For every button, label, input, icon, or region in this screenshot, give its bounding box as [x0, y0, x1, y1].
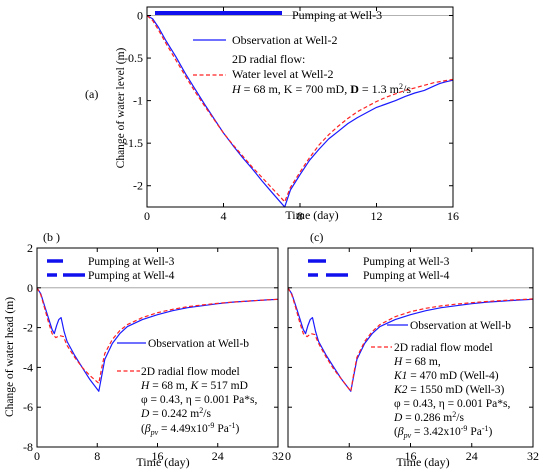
- p1-xtick-label: 8: [94, 449, 100, 463]
- panel-a: (a) Change of water level (m) Time (day)…: [85, 6, 459, 223]
- p1-series-observation-line: [36, 287, 279, 392]
- annotation-params-a: H = 68 m, K = 700 mD, D = 1.3 m2/s: [231, 82, 411, 96]
- panel-c-annotation-1: H = 68 m,: [393, 356, 441, 368]
- panel-c-annotation-5: D = 0.286 m2/s: [393, 410, 464, 424]
- p0-ytick-label: 0: [137, 9, 143, 23]
- p1-xtick-label: 0: [34, 449, 40, 463]
- panel-a-label: (a): [85, 87, 98, 101]
- p1-ytick-label: -2: [23, 321, 33, 335]
- panel-c: (c) Time (day) 0 8 16 24 32 Pumping at Well-…: [285, 230, 539, 469]
- p0-series-model-line: [146, 15, 454, 203]
- panel-c-annotation-3: K2 = 1550 mD (Well-3): [393, 384, 504, 396]
- p0-xtick-label: 12: [371, 209, 383, 223]
- p1-ytick-label: -4: [23, 360, 33, 374]
- panel-c-label: (c): [310, 230, 323, 244]
- p1-xtick-label: 32: [272, 449, 284, 463]
- p1-ytick-label: -8: [23, 440, 33, 454]
- panel-c-annotation-6: (βpv = 3.42x10-9 Pa-1): [394, 424, 492, 440]
- p2-xtick-label: 0: [285, 449, 291, 463]
- p1-ytick-label: -6: [23, 400, 33, 414]
- legend-observation-label: Observation at Well-2: [232, 33, 337, 47]
- panel-b: (b ) Change of water head (m) Time (day)…: [4, 230, 284, 469]
- panel-b-xlabel: Time (day): [136, 455, 189, 469]
- p0-ytick-label: -1.5: [124, 136, 143, 150]
- p0-xtick-label: 4: [221, 209, 227, 223]
- p0-ytick-label: -2: [133, 179, 143, 193]
- p1-xtick-label: 16: [152, 449, 164, 463]
- panel-c-annotation-2: K1 = 470 mD (Well-4): [393, 370, 499, 382]
- p2-xtick-label: 8: [346, 449, 352, 463]
- panel-c-xlabel: Time (day): [396, 455, 449, 469]
- p1-series-model-line: [36, 287, 279, 384]
- panel-c-legend-model-label: 2D radial flow model: [394, 342, 493, 354]
- panel-c-legend-observation-label: Observation at Well-b: [410, 320, 511, 332]
- panel-b-annotation-3: D = 0.242 m2/s: [140, 406, 211, 420]
- annotation-radial-flow: 2D radial flow:: [232, 52, 305, 66]
- panel-a-xlabel: Time (day): [285, 208, 338, 222]
- p2-xtick-label: 24: [466, 449, 478, 463]
- p2-xtick-label: 32: [527, 449, 539, 463]
- p1-ytick-label: 2: [27, 241, 33, 255]
- panel-b-pumping3-label: Pumping at Well-3: [88, 256, 175, 268]
- p1-ytick-label: 0: [27, 281, 33, 295]
- panel-b-pumping4-label: Pumping at Well-4: [88, 270, 175, 282]
- p0-ytick-label: -1: [133, 94, 143, 108]
- p0-ytick-label: -0.5: [124, 51, 143, 65]
- panel-b-legend-model-label: 2D radial flow model: [141, 366, 240, 378]
- panel-b-label: (b ): [43, 230, 60, 244]
- panel-a-ylabel: Change of water level (m): [115, 47, 127, 168]
- p0-xtick-label: 16: [447, 209, 459, 223]
- p0-series-observation-line: [146, 14, 454, 208]
- p1-xtick-label: 24: [212, 449, 224, 463]
- panel-c-annotation-4: φ = 0.43, η = 0.001 Pa*s,: [394, 398, 510, 410]
- legend-model-label: Water level at Well-2: [232, 67, 333, 81]
- panel-b-legend-observation-label: Observation at Well-b: [148, 338, 249, 350]
- panel-b-annotation-4: (βpv = 4.49x10-9 Pa-1): [141, 421, 239, 437]
- p2-xtick-label: 16: [405, 449, 417, 463]
- panel-b-ylabel: Change of water head (m): [4, 297, 16, 417]
- panel-b-annotation-2: φ = 0.43, η = 0.001 Pa*s,: [141, 394, 257, 406]
- p0-xtick-label: 8: [297, 209, 303, 223]
- panel-a-pumping-label: Pumping at Well-3: [292, 8, 382, 22]
- panel-b-annotation-1: H = 68 m, K = 517 mD: [140, 380, 248, 392]
- panel-c-pumping4-label: Pumping at Well-4: [363, 270, 450, 282]
- p0-xtick-label: 0: [144, 209, 150, 223]
- panel-c-pumping3-label: Pumping at Well-3: [363, 256, 450, 268]
